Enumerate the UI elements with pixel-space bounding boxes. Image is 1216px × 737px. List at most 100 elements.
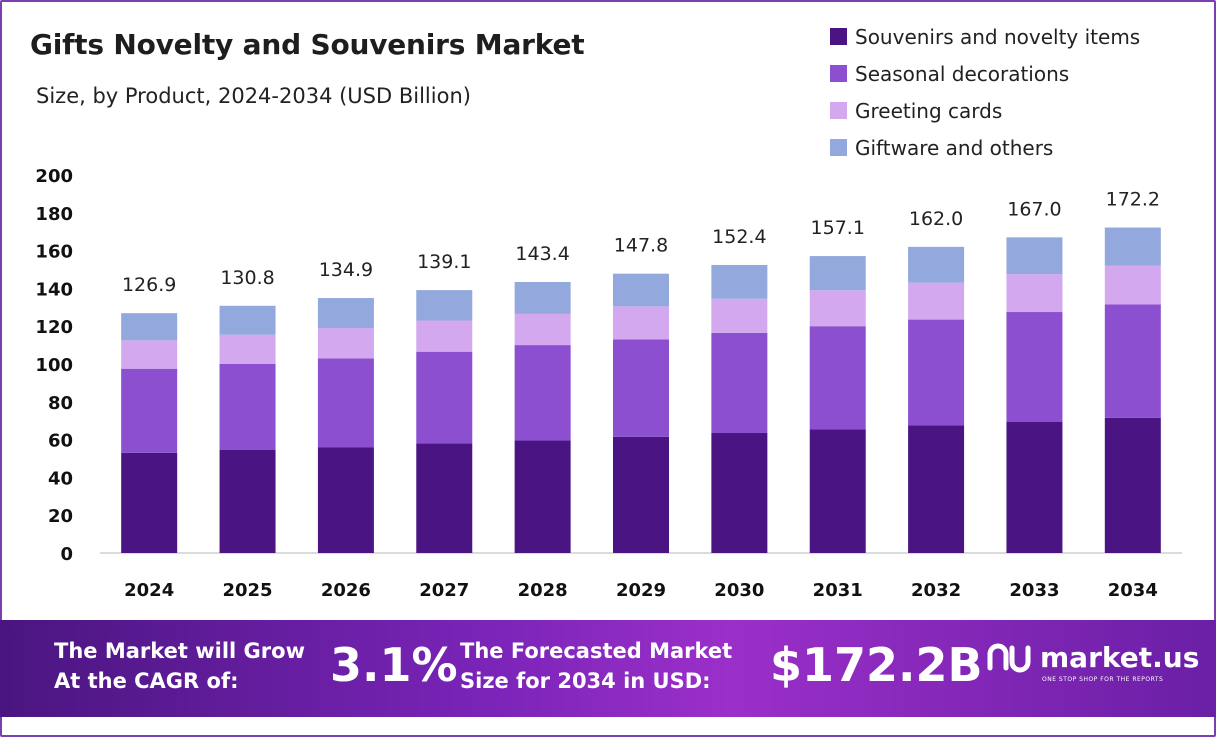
bar-segment: [613, 273, 669, 307]
bar-segment: [121, 368, 178, 453]
bar-total-label: 134.9: [319, 259, 373, 281]
y-tick-label: 0: [60, 544, 73, 565]
cagr-caption: The Market will Grow At the CAGR of:: [54, 636, 305, 696]
bar-segment: [1104, 304, 1161, 418]
cagr-caption-line2: At the CAGR of:: [54, 669, 239, 693]
brand-wordmark: market.us: [1040, 641, 1200, 674]
legend-label-seasonal: Seasonal decorations: [855, 61, 1070, 86]
legend-label-greeting: Greeting cards: [855, 98, 1003, 123]
bar-segment: [219, 305, 276, 335]
x-tick-label: 2026: [321, 580, 371, 601]
bar-segment: [121, 340, 178, 369]
bar-total-label: 126.9: [122, 274, 176, 296]
bar-total-label: 157.1: [811, 217, 865, 239]
cagr-value: 3.1%: [330, 638, 458, 692]
bar-total-label: 147.8: [614, 235, 668, 257]
bar-segment: [711, 332, 768, 433]
bar-segment: [908, 319, 965, 426]
bar-segment: [514, 313, 571, 346]
bar-segment: [1006, 421, 1063, 553]
y-tick-label: 140: [35, 279, 73, 300]
y-tick-label: 100: [35, 355, 73, 376]
x-tick-label: 2027: [419, 580, 469, 601]
bar-segment: [317, 447, 374, 553]
bar-segment: [317, 358, 374, 448]
chart-subtitle: Size, by Product, 2024-2034 (USD Billion…: [36, 84, 471, 108]
y-tick-label: 200: [35, 166, 73, 187]
x-tick-label: 2034: [1108, 580, 1158, 601]
bar-segment: [1104, 417, 1161, 553]
legend-swatch-greeting: [830, 102, 847, 119]
bar-segment: [416, 443, 473, 553]
legend-item-greeting: Greeting cards: [830, 92, 1140, 129]
bar-segment: [908, 425, 965, 553]
bar-segment: [1006, 312, 1063, 422]
bar-segment: [514, 281, 571, 314]
y-tick-label: 80: [48, 393, 73, 414]
x-tick-label: 2032: [911, 580, 961, 601]
bar-segment: [711, 298, 768, 333]
forecast-value: $172.2B: [770, 638, 983, 692]
bar-segment: [613, 339, 669, 437]
legend-swatch-souvenirs: [830, 28, 847, 45]
brand-logo: market.us ONE STOP SHOP FOR THE REPORTS: [986, 638, 1199, 683]
y-tick-label: 160: [35, 242, 73, 263]
x-tick-label: 2024: [124, 580, 174, 601]
bar-segment: [1006, 274, 1063, 313]
y-tick-label: 20: [48, 506, 73, 527]
bar-total-label: 143.4: [515, 243, 569, 265]
bar-segment: [121, 452, 178, 553]
brand-tagline: ONE STOP SHOP FOR THE REPORTS: [1042, 676, 1164, 683]
bar-segment: [416, 320, 473, 352]
bar-total-label: 167.0: [1007, 198, 1061, 220]
x-tick-label: 2025: [222, 580, 272, 601]
legend-label-giftware: Giftware and others: [855, 135, 1054, 160]
cagr-caption-line1: The Market will Grow: [54, 639, 305, 663]
y-tick-label: 40: [48, 468, 73, 489]
legend-swatch-giftware: [830, 139, 847, 156]
legend-item-souvenirs: Souvenirs and novelty items: [830, 18, 1140, 55]
bar-total-label: 162.0: [909, 208, 963, 230]
y-tick-label: 180: [35, 204, 73, 225]
legend: Souvenirs and novelty items Seasonal dec…: [830, 18, 1140, 166]
x-tick-label: 2033: [1009, 580, 1059, 601]
bottom-banner: The Market will Grow At the CAGR of: 3.1…: [0, 620, 1216, 717]
stacked-bar-chart: 0 20 40 60 80 100 120 140 160 180 200 126.9 2024 130.…: [35, 166, 1182, 601]
legend-label-souvenirs: Souvenirs and novelty items: [855, 24, 1141, 49]
market-us-logo-icon: [987, 643, 1031, 673]
chart-title: Gifts Novelty and Souvenirs Market: [30, 28, 585, 61]
bar-segment: [1104, 265, 1161, 305]
bar-segment: [416, 351, 473, 444]
bar-segment: [809, 326, 866, 430]
bar-segment: [317, 328, 374, 359]
legend-item-giftware: Giftware and others: [830, 129, 1140, 166]
forecast-caption: The Forecasted Market Size for 2034 in U…: [460, 636, 732, 696]
bar-segment: [514, 345, 571, 441]
legend-item-seasonal: Seasonal decorations: [830, 55, 1140, 92]
bar-segment: [908, 246, 965, 283]
x-tick-label: 2030: [714, 580, 764, 601]
bar-segment: [908, 282, 965, 320]
bar-segment: [711, 432, 768, 553]
legend-swatch-seasonal: [830, 65, 847, 82]
x-tick-label: 2031: [813, 580, 863, 601]
bar-segment: [613, 436, 669, 553]
bar-segment: [613, 306, 669, 340]
x-tick-label: 2029: [616, 580, 666, 601]
bar-segment: [809, 429, 866, 553]
bar-total-label: 152.4: [712, 226, 766, 248]
y-tick-label: 120: [35, 317, 73, 338]
forecast-caption-line1: The Forecasted Market: [460, 639, 733, 663]
bar-segment: [121, 313, 178, 341]
bar-segment: [1006, 237, 1063, 275]
bar-segment: [711, 264, 768, 299]
forecast-caption-line2: Size for 2034 in USD:: [460, 669, 711, 693]
bar-segment: [317, 298, 374, 329]
bar-segment: [219, 364, 276, 450]
bar-segment: [219, 334, 276, 364]
x-tick-label: 2028: [518, 580, 568, 601]
bar-segment: [809, 256, 866, 291]
bar-segment: [809, 290, 866, 327]
bar-total-label: 139.1: [417, 251, 471, 273]
y-tick-label: 60: [48, 431, 73, 452]
